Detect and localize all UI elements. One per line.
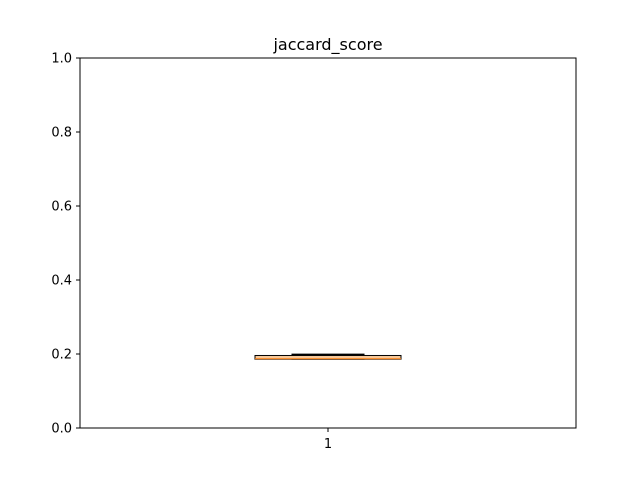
y-tick-label: 0.8	[51, 126, 72, 141]
box-plot-group	[254, 353, 402, 360]
chart-title: jaccard_score	[272, 35, 382, 55]
y-tick-label: 0.2	[51, 348, 72, 363]
y-tick-label: 0.4	[51, 274, 72, 289]
x-axis: 1	[324, 428, 332, 452]
y-tick-label: 0.0	[51, 422, 72, 437]
y-tick-label: 0.6	[51, 200, 72, 215]
y-axis: 0.0 0.2 0.4 0.6 0.8 1.0	[51, 52, 80, 437]
y-tick-label: 1.0	[51, 52, 72, 67]
plot-area	[79, 57, 577, 429]
x-tick-label: 1	[324, 437, 332, 452]
